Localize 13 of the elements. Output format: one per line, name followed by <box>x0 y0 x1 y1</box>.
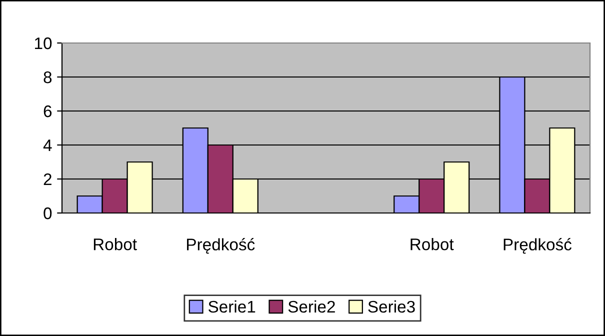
legend-label: Serie2 <box>288 300 335 313</box>
y-tick-label: 2 <box>44 173 52 186</box>
y-tick-label: 10 <box>35 37 52 50</box>
y-tick-label: 0 <box>44 207 52 220</box>
y-tick-label: 4 <box>43 140 52 152</box>
x-tick-label: Prędkość <box>504 238 572 254</box>
y-tick-label: 8 <box>44 71 52 84</box>
legend-label: Serie3 <box>368 300 415 313</box>
x-tick-label: Robot <box>410 238 454 250</box>
x-tick-label: Prędkość <box>187 238 255 254</box>
y-tick-label: 6 <box>44 105 52 118</box>
legend-label: Serie1 <box>208 300 256 313</box>
x-tick-label: Robot <box>94 238 137 250</box>
